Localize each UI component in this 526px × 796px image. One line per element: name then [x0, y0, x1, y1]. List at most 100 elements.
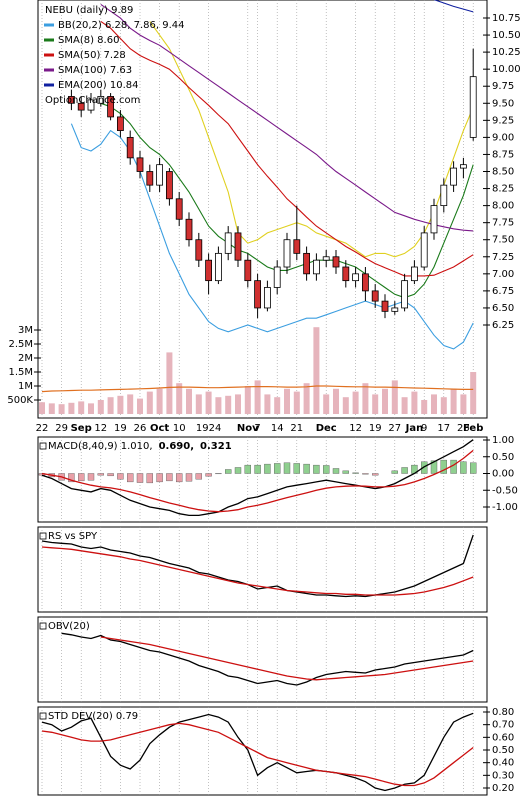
y-tick-label: 2M [18, 353, 33, 364]
legend-label: 0.321 [200, 441, 232, 452]
histogram-bar [440, 459, 447, 474]
candle-body [381, 300, 389, 312]
y-tick-label: 1.5M [8, 367, 33, 378]
candle-body [224, 232, 232, 254]
panel [41, 707, 474, 795]
volume-bar [391, 380, 398, 414]
histogram-bar [274, 463, 281, 474]
volume-bar [235, 394, 241, 414]
watermark: OptionChance.com [45, 95, 140, 106]
y-tick-label: -1.00 [492, 502, 518, 513]
candle-body [450, 167, 458, 186]
y-tick-label: 0.50 [492, 745, 514, 756]
volume-bar [254, 380, 261, 414]
panel-frame [37, 526, 488, 613]
indicator-line [41, 546, 474, 596]
x-tick-label: 1924 [196, 423, 221, 434]
volume-bar [205, 391, 212, 414]
x-tick-label: 27 [388, 423, 401, 434]
volume-bar [362, 383, 369, 414]
candle-body [352, 273, 360, 282]
volume-bar [342, 397, 349, 414]
y-tick-label: 0.80 [492, 707, 514, 718]
volume-bar [450, 388, 457, 414]
volume-bar [97, 400, 104, 414]
histogram-bar [254, 464, 261, 474]
histogram-bar [372, 473, 379, 476]
volume-bar [156, 388, 163, 414]
candle-body [440, 184, 448, 207]
candle-body [391, 307, 399, 312]
volume-bar [382, 388, 388, 414]
y-tick-label: 0.30 [492, 770, 514, 781]
panel [41, 527, 474, 612]
chart-title: NEBU (daily) 9.89 [45, 5, 133, 16]
histogram-bar [117, 473, 124, 480]
y-tick-label: 8.50 [492, 167, 514, 178]
candle-body [263, 287, 271, 309]
y-tick-label: 3M [18, 325, 33, 336]
histogram-bar [460, 461, 467, 474]
histogram-bar [391, 470, 398, 474]
volume-bar [401, 397, 408, 414]
volume-bar [176, 383, 183, 414]
candle-body [244, 259, 252, 282]
histogram-bar [283, 462, 291, 474]
legend-label: RS vs SPY [48, 531, 98, 542]
volume-bar [88, 403, 94, 414]
histogram-bar [313, 464, 320, 474]
panel [41, 617, 474, 702]
x-tick-label: 14 [271, 423, 284, 434]
histogram-bar [156, 473, 163, 483]
candle-body [459, 164, 467, 169]
x-tick-label: 26 [134, 423, 147, 434]
histogram-bar [205, 473, 212, 477]
x-tick-label: 10 [173, 423, 186, 434]
volume-bar [166, 352, 173, 414]
y-tick-label: 9.50 [492, 98, 514, 109]
histogram-bar [97, 473, 105, 476]
histogram-bar [146, 473, 154, 484]
x-tick-label: 21 [290, 423, 303, 434]
x-tick-label: 9 [421, 423, 427, 434]
candle-body [283, 239, 291, 268]
x-tick-label: 17 [437, 423, 450, 434]
x-tick-label: 12 [94, 423, 107, 434]
panel-frame [37, 706, 488, 796]
volume-bar [225, 395, 232, 414]
histogram-bar [323, 465, 330, 474]
histogram-bar [68, 473, 75, 483]
histogram-bar [362, 473, 369, 475]
legend-icon [39, 622, 47, 630]
x-tick-label: Dec [316, 423, 337, 434]
y-tick-label: 10.75 [492, 13, 521, 24]
histogram-bar [87, 473, 95, 481]
candle-body [195, 239, 203, 261]
candle-body [107, 96, 114, 118]
volume-bar [78, 401, 85, 414]
candle-body [234, 232, 242, 261]
volume-bar [470, 372, 477, 414]
legend-icon [39, 532, 47, 540]
volume-average [41, 385, 474, 393]
candle-body [420, 232, 428, 268]
y-tick-label: 10.00 [492, 64, 521, 75]
y-tick-label: 10.50 [492, 30, 521, 41]
panel-frame [37, 616, 488, 703]
y-tick-label: 0.60 [492, 732, 514, 743]
histogram-bar [136, 473, 144, 483]
histogram-bar [293, 463, 300, 474]
panel-frame [37, 436, 488, 523]
y-tick-label: 8.75 [492, 149, 514, 160]
panel [38, 437, 477, 522]
y-tick-label: 7.75 [492, 218, 514, 229]
candle-body [205, 259, 213, 282]
candle-body [156, 164, 164, 186]
indicator-line [61, 632, 474, 686]
histogram-bar [470, 462, 477, 474]
y-tick-label: 1.00 [492, 435, 514, 446]
volume-bar [333, 388, 339, 414]
candle-body [97, 96, 105, 104]
y-tick-label: 0.00 [492, 469, 514, 480]
